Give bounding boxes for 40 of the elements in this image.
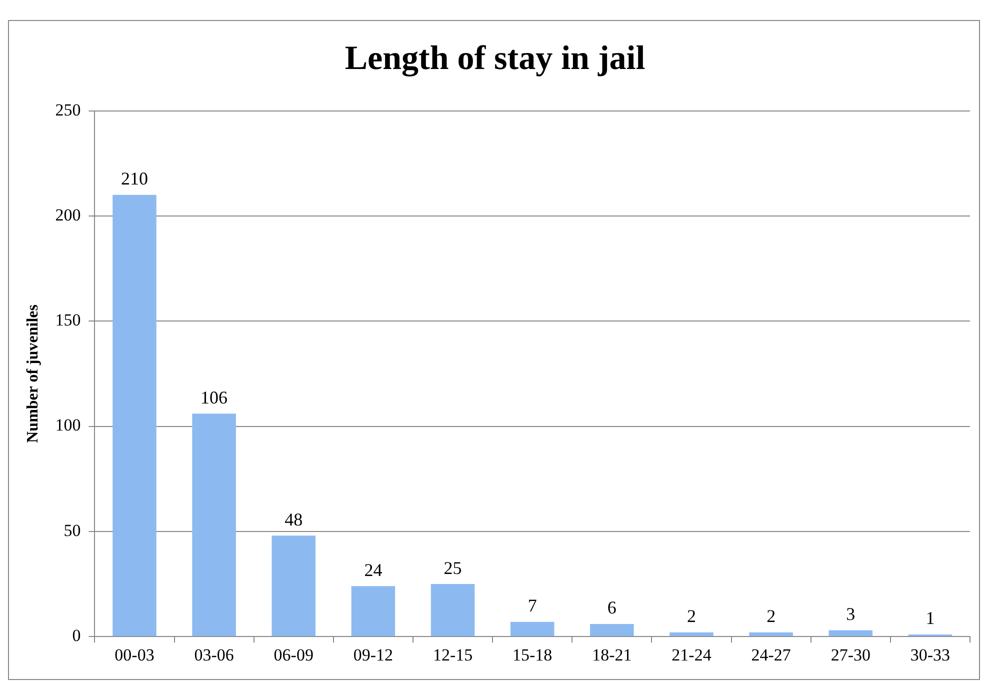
y-tick-label: 100 [55,416,81,435]
y-axis-title: Number of juveniles [24,304,42,443]
data-label: 210 [120,168,148,189]
bar [351,586,396,636]
y-tick-label: 50 [64,520,81,540]
chart-title: Length of stay in jail [344,40,646,78]
data-label: 7 [528,596,537,616]
data-label: 1 [926,608,935,628]
y-tick-label: 200 [55,205,81,224]
bar [112,194,156,636]
bar [510,622,554,636]
y-tick-label: 150 [55,310,81,330]
x-tick-label: 06-09 [274,645,314,664]
x-tick-label: 15-18 [512,645,552,664]
x-tick-label: 21-24 [672,645,712,664]
data-label: 24 [364,560,382,580]
data-label: 6 [607,598,616,618]
data-label: 106 [200,387,228,408]
data-label: 48 [284,509,303,530]
data-label: 2 [766,606,776,626]
bar [272,536,316,636]
y-tick-label: 0 [72,626,81,646]
data-label: 2 [686,606,696,626]
data-label: 3 [846,604,856,624]
x-tick-label: 27-30 [830,645,870,664]
x-tick-label: 00-03 [114,645,154,664]
x-tick-label: 24-27 [751,645,792,664]
x-tick-label: 12-15 [432,645,473,664]
bar [430,584,475,636]
x-tick-label: 03-06 [194,645,234,664]
bar [670,632,714,636]
x-tick-label: 30-33 [910,645,950,664]
x-tick-label: 09-12 [353,645,394,664]
bar [590,624,634,636]
bar [828,630,873,636]
data-label: 25 [444,558,462,578]
y-tick-label: 250 [55,100,81,120]
x-tick-label: 18-21 [592,645,632,664]
bar [192,414,236,636]
bar [749,632,793,636]
